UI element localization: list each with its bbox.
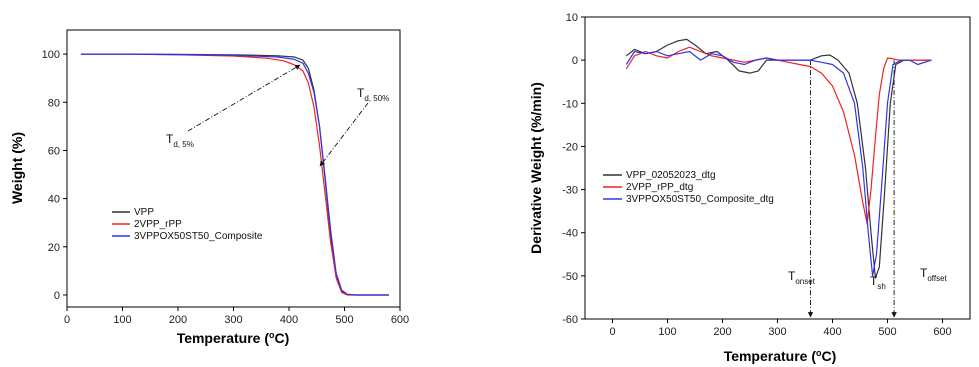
right-plot-frame: [584, 16, 971, 320]
left-series-line-1: [80, 53, 389, 296]
right-annotation-tsh: Tsh: [870, 274, 886, 291]
left-x-tick-label: 100: [113, 314, 131, 326]
left-y-axis-title: Weight (%): [9, 132, 25, 204]
right-x-tick-label: 400: [823, 326, 841, 338]
left-annotation-td5: Td, 5%: [166, 64, 301, 149]
right-y-axis-title: Derivative Weight (%/min): [528, 82, 544, 254]
left-x-tick-label: 400: [280, 314, 298, 326]
left-x-tick-label: 0: [64, 314, 70, 326]
right-y-ticks: 10 0 -10 -20 -30 -40 -50 -60: [562, 12, 585, 326]
left-legend: VPP 2VPP_rPP 3VPPOX50ST50_Composite: [112, 207, 263, 242]
right-x-tick-label: 100: [658, 326, 676, 338]
right-y-tick-label: -50: [562, 271, 578, 283]
right-y-tick-label: 10: [566, 12, 578, 24]
right-y-tick-label: -40: [562, 228, 578, 240]
left-x-ticks: 0 100 200 300 400 500 600: [64, 307, 409, 326]
right-y-tick-label: 0: [572, 55, 578, 67]
right-x-tick-label: 600: [933, 326, 951, 338]
right-y-tick-label: -60: [562, 314, 578, 326]
right-series-line-0: [625, 38, 932, 279]
right-chart: 100-10-20-30-40-50-60 0 100 200 300 400 500 60…: [528, 12, 971, 364]
left-y-tick-label: 100: [42, 49, 60, 61]
left-y-tick-label: 20: [48, 242, 60, 254]
right-series-group: [625, 38, 932, 279]
left-series-line-2: [80, 53, 389, 296]
right-legend-label-vpp: VPP_02052023_dtg: [626, 170, 716, 181]
left-x-tick-label: 600: [391, 314, 409, 326]
right-legend: VPP_02052023_dtg 2VPP_rPP_dtg 3VPPOX50ST…: [603, 170, 774, 205]
left-x-tick-label: 200: [169, 314, 187, 326]
left-annotation-td50-arrow: [319, 102, 369, 167]
left-y-tick-label: 40: [48, 194, 60, 206]
right-vertical-markers: [807, 60, 897, 318]
left-plot-frame: [66, 29, 401, 308]
left-y-tick-label: 60: [48, 145, 60, 157]
right-x-tick-label: 0: [609, 326, 615, 338]
right-series-line-2: [625, 50, 932, 277]
left-annotation-td50-label: Td, 50%: [357, 86, 389, 103]
left-y-tick-label: 80: [48, 97, 60, 109]
left-chart: 0 20 40 60 80 100 0 100 200 300 400 500 600 VPP 2VP…: [9, 29, 409, 346]
left-legend-label-2vpp: 2VPP_rPP: [134, 219, 182, 230]
left-annotation-td50: Td, 50%: [319, 86, 389, 167]
left-series-line-0: [80, 53, 389, 296]
left-annotation-td5-arrow: [187, 64, 301, 132]
left-y-ticks: 0 20 40 60 80 100: [42, 49, 67, 302]
right-x-ticks: 0 100 200 300 400 500 600: [609, 319, 952, 338]
right-y-tick-label: -10: [562, 98, 578, 110]
right-series-line-1: [625, 46, 932, 225]
right-annotation-tonset: Tonset: [788, 269, 816, 286]
right-x-tick-label: 300: [768, 326, 786, 338]
right-legend-label-3vpp: 3VPPOX50ST50_Composite_dtg: [626, 194, 774, 205]
right-y-tick-label: -30: [562, 185, 578, 197]
left-series-group: [80, 53, 389, 296]
right-x-tick-label: 200: [713, 326, 731, 338]
right-annotation-toffset: Toffset: [920, 266, 948, 283]
left-legend-label-vpp: VPP: [134, 207, 154, 218]
right-x-axis-title: Temperature (oC): [724, 348, 837, 364]
right-y-tick-label: -20: [562, 141, 578, 153]
left-y-tick-label: 0: [54, 290, 60, 302]
left-x-tick-label: 300: [224, 314, 242, 326]
left-annotation-td5-label: Td, 5%: [166, 132, 194, 149]
left-x-tick-label: 500: [335, 314, 353, 326]
left-x-axis-title: Temperature (oC): [177, 330, 290, 346]
right-x-tick-label: 500: [878, 326, 896, 338]
left-legend-label-3vpp: 3VPPOX50ST50_Composite: [134, 231, 263, 242]
right-legend-label-2vpp: 2VPP_rPP_dtg: [626, 182, 693, 193]
